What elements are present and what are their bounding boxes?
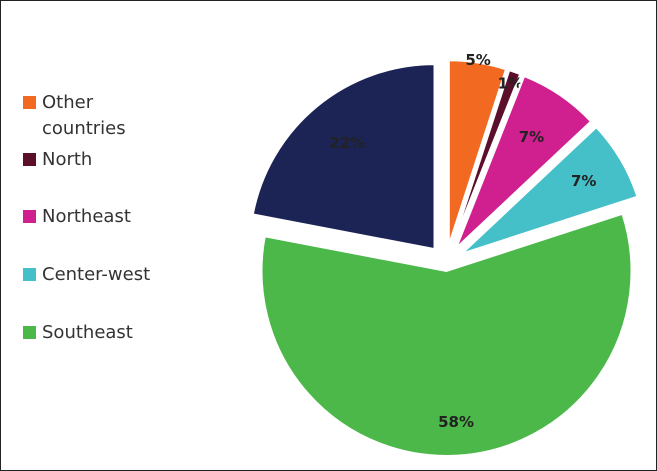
pie-slice-southeast bbox=[260, 212, 633, 457]
pie-slice-other-countries bbox=[447, 59, 508, 246]
legend-swatch-center-west bbox=[23, 268, 36, 281]
legend-label-southeast: Southeast bbox=[42, 322, 133, 343]
slice-value-label: 22% bbox=[329, 134, 365, 152]
pie-slice-unlabeled bbox=[251, 63, 436, 251]
pie-slice-north bbox=[451, 68, 522, 247]
pie-slice-center-west bbox=[460, 125, 639, 255]
slice-value-label: 7% bbox=[571, 172, 596, 190]
pie-slice-northeast bbox=[455, 74, 593, 249]
legend-label-north: North bbox=[42, 149, 93, 170]
slice-value-label: 7% bbox=[519, 128, 544, 146]
slice-value-label: 5% bbox=[465, 51, 490, 69]
legend-label-line-2: countries bbox=[42, 118, 126, 139]
legend-swatch-northeast bbox=[23, 210, 36, 223]
legend-label-line-1: Other bbox=[42, 92, 94, 113]
slice-value-label: 1% bbox=[498, 75, 523, 93]
legend-label-other-countries: Other countries bbox=[42, 90, 126, 142]
legend-label-center-west: Center-west bbox=[42, 264, 151, 285]
legend-swatch-southeast bbox=[23, 326, 36, 339]
legend-swatch-north bbox=[23, 153, 36, 166]
slice-value-label: 58% bbox=[438, 413, 474, 431]
legend-label-northeast: Northeast bbox=[42, 206, 131, 227]
legend-swatch-other-countries bbox=[23, 96, 36, 109]
